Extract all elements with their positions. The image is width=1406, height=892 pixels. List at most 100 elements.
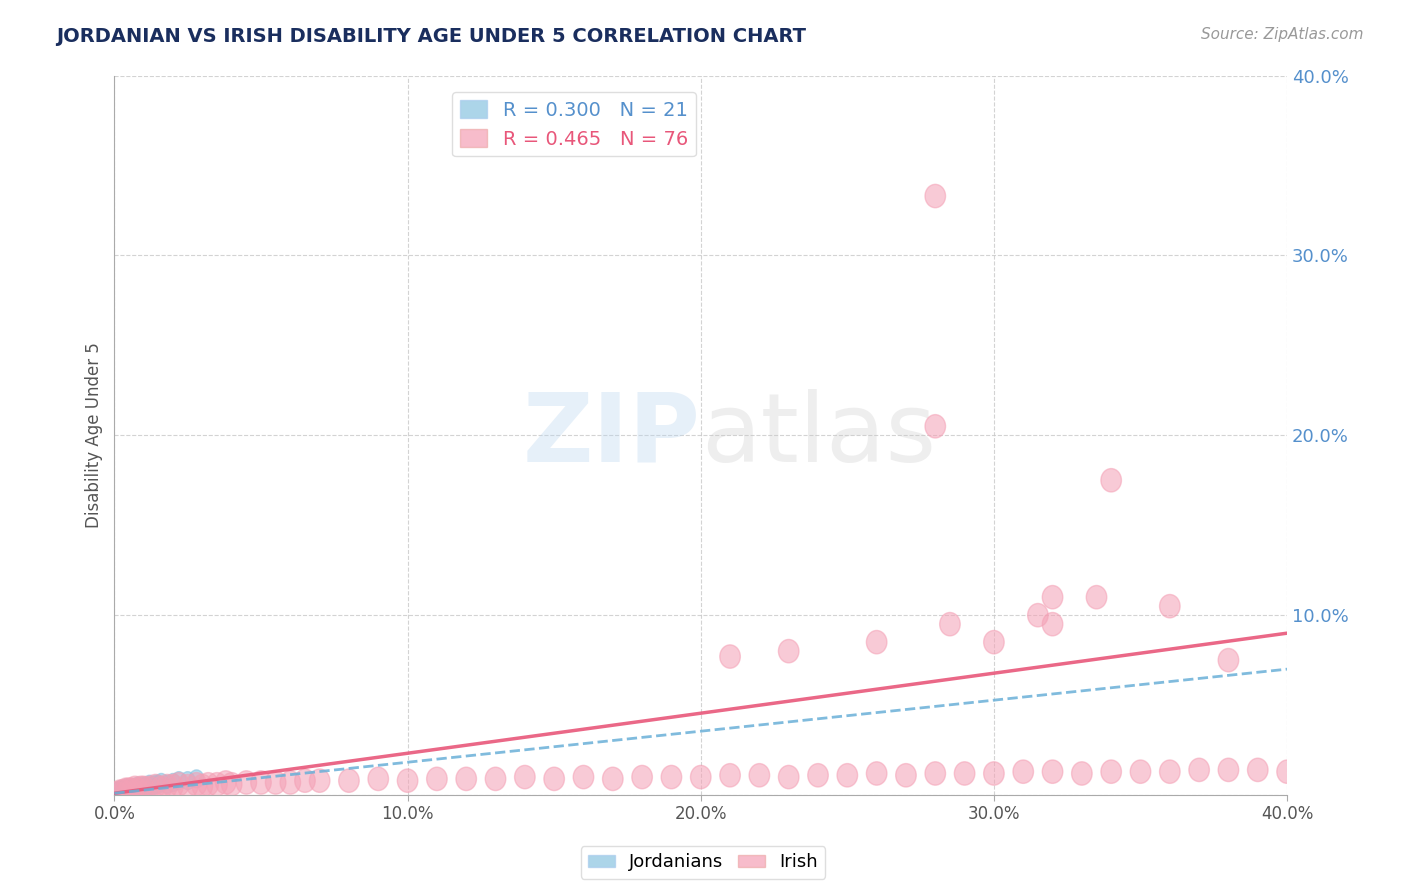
Ellipse shape [110,780,131,803]
Ellipse shape [661,765,682,789]
Legend: R = 0.300   N = 21, R = 0.465   N = 76: R = 0.300 N = 21, R = 0.465 N = 76 [453,93,696,156]
Ellipse shape [193,774,212,797]
Ellipse shape [110,782,125,800]
Ellipse shape [1042,760,1063,783]
Ellipse shape [125,776,145,799]
Ellipse shape [955,762,974,785]
Ellipse shape [150,775,166,793]
Ellipse shape [1218,758,1239,781]
Ellipse shape [115,778,136,801]
Ellipse shape [779,640,799,663]
Ellipse shape [112,780,128,798]
Ellipse shape [368,767,388,790]
Ellipse shape [1130,760,1150,783]
Ellipse shape [515,765,536,789]
Ellipse shape [456,767,477,790]
Ellipse shape [866,631,887,654]
Ellipse shape [157,774,177,797]
Ellipse shape [939,613,960,636]
Text: atlas: atlas [700,389,936,482]
Ellipse shape [136,777,150,795]
Ellipse shape [180,772,195,789]
Ellipse shape [398,769,418,792]
Ellipse shape [309,769,330,792]
Ellipse shape [163,774,183,797]
Ellipse shape [128,778,148,801]
Ellipse shape [139,776,160,799]
Ellipse shape [1218,648,1239,672]
Ellipse shape [749,764,769,787]
Ellipse shape [148,775,163,793]
Ellipse shape [134,776,155,799]
Ellipse shape [120,779,134,797]
Ellipse shape [145,777,160,795]
Ellipse shape [295,769,315,792]
Ellipse shape [574,765,593,789]
Ellipse shape [339,769,359,792]
Ellipse shape [690,765,711,789]
Ellipse shape [603,767,623,790]
Ellipse shape [131,777,145,795]
Ellipse shape [779,765,799,789]
Ellipse shape [1042,613,1063,636]
Ellipse shape [544,767,564,790]
Ellipse shape [1277,760,1298,783]
Ellipse shape [221,772,242,796]
Ellipse shape [198,772,218,796]
Ellipse shape [186,772,207,796]
Ellipse shape [190,770,204,788]
Ellipse shape [631,765,652,789]
Ellipse shape [250,771,271,794]
Ellipse shape [720,645,741,668]
Ellipse shape [1101,468,1122,492]
Ellipse shape [1160,760,1180,783]
Ellipse shape [122,778,142,801]
Ellipse shape [1012,760,1033,783]
Ellipse shape [236,771,257,794]
Ellipse shape [837,764,858,787]
Ellipse shape [125,779,139,797]
Ellipse shape [1042,585,1063,609]
Ellipse shape [107,781,128,805]
Ellipse shape [139,777,155,795]
Ellipse shape [172,772,186,789]
Ellipse shape [160,775,174,793]
Ellipse shape [1101,760,1122,783]
Ellipse shape [155,773,169,791]
Text: JORDANIAN VS IRISH DISABILITY AGE UNDER 5 CORRELATION CHART: JORDANIAN VS IRISH DISABILITY AGE UNDER … [56,27,806,45]
Ellipse shape [984,762,1004,785]
Ellipse shape [720,764,741,787]
Ellipse shape [112,780,134,803]
Ellipse shape [215,771,236,794]
Ellipse shape [169,772,190,796]
Ellipse shape [207,772,228,796]
Text: ZIP: ZIP [523,389,700,482]
Ellipse shape [134,779,148,797]
Ellipse shape [177,774,198,797]
Ellipse shape [131,776,150,799]
Ellipse shape [1247,758,1268,781]
Ellipse shape [145,774,166,797]
Ellipse shape [808,764,828,787]
Ellipse shape [925,415,946,438]
Ellipse shape [115,780,131,798]
Ellipse shape [120,778,139,801]
Ellipse shape [1189,758,1209,781]
Ellipse shape [142,775,157,793]
Ellipse shape [1028,604,1047,627]
Ellipse shape [925,185,946,208]
Legend: Jordanians, Irish: Jordanians, Irish [581,847,825,879]
Text: Source: ZipAtlas.com: Source: ZipAtlas.com [1201,27,1364,42]
Ellipse shape [426,767,447,790]
Ellipse shape [266,771,285,794]
Ellipse shape [166,773,180,791]
Ellipse shape [1087,585,1107,609]
Ellipse shape [150,776,172,799]
Y-axis label: Disability Age Under 5: Disability Age Under 5 [86,343,103,528]
Ellipse shape [925,762,946,785]
Ellipse shape [280,771,301,794]
Ellipse shape [984,631,1004,654]
Ellipse shape [1071,762,1092,785]
Ellipse shape [896,764,917,787]
Ellipse shape [122,780,136,798]
